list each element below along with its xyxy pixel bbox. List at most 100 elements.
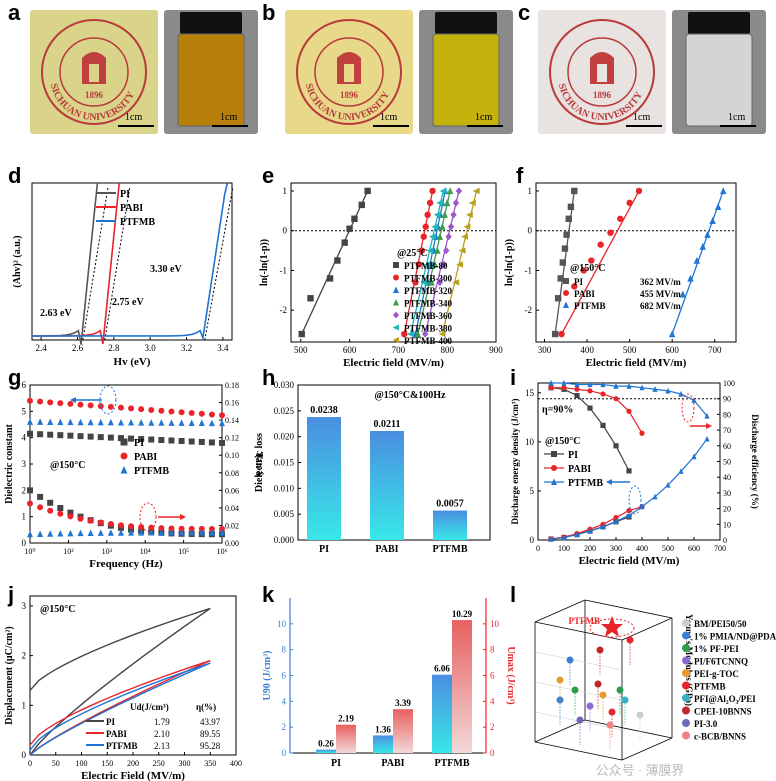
tan-point (128, 523, 135, 530)
seal-text-path (558, 76, 646, 120)
tan-point (107, 522, 114, 529)
x-tick-label: 2.6 (72, 343, 84, 353)
y2-axis-label: Discharge efficiency (%) (750, 414, 760, 508)
dk-point (87, 433, 94, 440)
tan-point (37, 504, 44, 511)
arrow-head-icon (706, 423, 712, 429)
tan-point (158, 529, 165, 536)
legend-label: PI (120, 189, 130, 200)
legend-label: PTFMB (694, 682, 726, 692)
scale-label: 1cm (728, 112, 745, 123)
condition-annotation: @150°C&100Hz (374, 390, 446, 401)
tan-point (168, 525, 175, 532)
legend-marker (393, 262, 399, 268)
panel-label-j: j (8, 582, 15, 607)
bar-umax (452, 620, 472, 753)
legend-marker (682, 706, 690, 715)
x-tick-label: 3.0 (145, 343, 157, 353)
x-tick-label: 2.8 (108, 343, 120, 353)
data-point (441, 211, 448, 218)
dk-point (97, 403, 104, 410)
legend-marker (120, 452, 128, 460)
eta-value: 89.55 (200, 729, 221, 739)
ud-point (613, 518, 619, 524)
y-tick-label: 1 (22, 512, 27, 522)
eta-point (587, 388, 593, 394)
tan-point (158, 529, 165, 536)
data-point (436, 232, 444, 240)
seal-emblem-gap (89, 64, 99, 82)
ud-point (626, 512, 632, 519)
legend-label: PI/F6TCNNQ (694, 657, 748, 667)
dk-point (57, 418, 64, 426)
dk-point (77, 418, 84, 426)
y2-tick-label: 0.08 (225, 469, 239, 478)
vial-cap (435, 12, 497, 34)
y-tick-label: -1 (280, 265, 288, 275)
panel-label-b: b (262, 0, 276, 25)
tan-point (128, 529, 135, 536)
data-point (420, 233, 427, 240)
legend-label: PI-3.0 (694, 719, 718, 729)
legend-label: PTFMB-360 (404, 311, 452, 321)
chart-f: 300 400 500 600 700 -2 -1 0 1 Electric field (MV/… (504, 182, 737, 369)
ud-point (652, 493, 658, 500)
arrow-head-icon (180, 514, 186, 520)
data-point (556, 696, 564, 704)
data-point (635, 187, 643, 195)
tan-point (178, 528, 185, 536)
y-tick-label: 0.010 (274, 483, 295, 493)
seal-inner-ring (314, 37, 384, 107)
ud-point (561, 534, 567, 541)
y2-tick-label: 4 (490, 696, 495, 706)
tan-point (148, 529, 155, 536)
x-axis-label: Hv (eV) (114, 356, 151, 368)
fit-line (414, 190, 446, 335)
data-point (431, 223, 439, 230)
series-line (31, 182, 121, 345)
eta-point (548, 385, 554, 391)
tan-point (178, 525, 185, 532)
y2-tick-label: 0 (490, 748, 495, 758)
plot-frame (297, 384, 491, 541)
fit-line (417, 190, 451, 335)
seal-text-path (305, 76, 393, 120)
y2-tick-label: 0 (723, 536, 727, 545)
data-point (456, 261, 464, 268)
ud-point (626, 514, 632, 520)
data-point (439, 199, 446, 207)
data-point (326, 275, 334, 282)
dk-point (97, 434, 104, 441)
data-point (440, 260, 447, 269)
y-tick-label: 15 (525, 388, 535, 398)
data-point (452, 199, 460, 207)
tan-point (67, 509, 74, 516)
eta-point (704, 412, 710, 419)
y2-tick-label: 10 (490, 619, 500, 629)
data-point (434, 246, 441, 254)
vial-liquid (432, 33, 500, 127)
data-point (586, 702, 594, 710)
vial-liquid (177, 33, 245, 127)
data-point (364, 187, 371, 195)
data-point (709, 217, 716, 224)
ud-line (550, 516, 630, 540)
y-tick-label: -1 (525, 265, 533, 275)
x-tick-label: 10² (63, 547, 74, 556)
dk-point (198, 438, 205, 445)
dk-point (138, 406, 145, 413)
eta-point (613, 396, 619, 402)
eta-line (551, 382, 708, 417)
data-point (438, 330, 446, 338)
tan-point (188, 531, 195, 538)
tan-point (117, 529, 124, 536)
scale-label: 1cm (380, 112, 397, 123)
data-point (458, 247, 466, 254)
tan-point (27, 530, 33, 538)
data-point (606, 721, 614, 729)
eta-point (613, 443, 619, 449)
legend-label: CPEI-10BNNS (694, 707, 752, 717)
y-tick-label: 0.025 (274, 406, 295, 416)
y2-tick-label: 8 (490, 645, 495, 655)
